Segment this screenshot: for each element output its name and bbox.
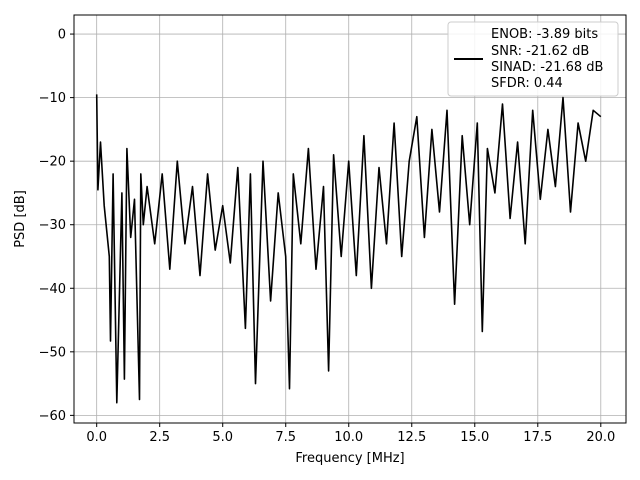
x-tick-label: 7.5	[275, 430, 296, 445]
legend-line-sinad: SINAD: -21.68 dB	[491, 60, 603, 75]
series-layer	[95, 94, 602, 404]
x-axis-label: Frequency [MHz]	[295, 451, 404, 466]
y-tick-label: −60	[39, 409, 66, 424]
x-tick-label: 20.0	[586, 430, 615, 445]
legend: ENOB: -3.89 bits SNR: -21.62 dB SINAD: -…	[447, 21, 619, 97]
psd-series-line	[95, 94, 602, 404]
legend-line-enob: ENOB: -3.89 bits	[491, 27, 598, 42]
x-tick-label: 15.0	[460, 430, 489, 445]
y-tick-label: −10	[39, 91, 66, 106]
legend-line-snr: SNR: -21.62 dB	[491, 44, 589, 59]
y-tick-label: 0	[58, 28, 66, 43]
y-tick-label: −40	[39, 282, 66, 297]
legend-box	[447, 21, 619, 97]
x-tick-label: 12.5	[397, 430, 426, 445]
y-tick-label: −50	[39, 345, 66, 360]
ticks: 0.0 2.5 5.0 7.5 10.0 12.5 15.0 17.5 20.0 0 −10 −20 −…	[39, 28, 616, 445]
y-tick-label: −20	[39, 155, 66, 170]
x-tick-label: 5.0	[212, 430, 233, 445]
y-tick-label: −30	[39, 218, 66, 233]
plot-frame	[73, 14, 627, 424]
x-tick-label: 0.0	[86, 430, 107, 445]
legend-line-sfdr: SFDR: 0.44	[491, 76, 563, 91]
x-tick-label: 10.0	[334, 430, 363, 445]
x-tick-label: 17.5	[523, 430, 552, 445]
y-axis-label: PSD [dB]	[13, 190, 28, 248]
x-tick-label: 2.5	[149, 430, 170, 445]
